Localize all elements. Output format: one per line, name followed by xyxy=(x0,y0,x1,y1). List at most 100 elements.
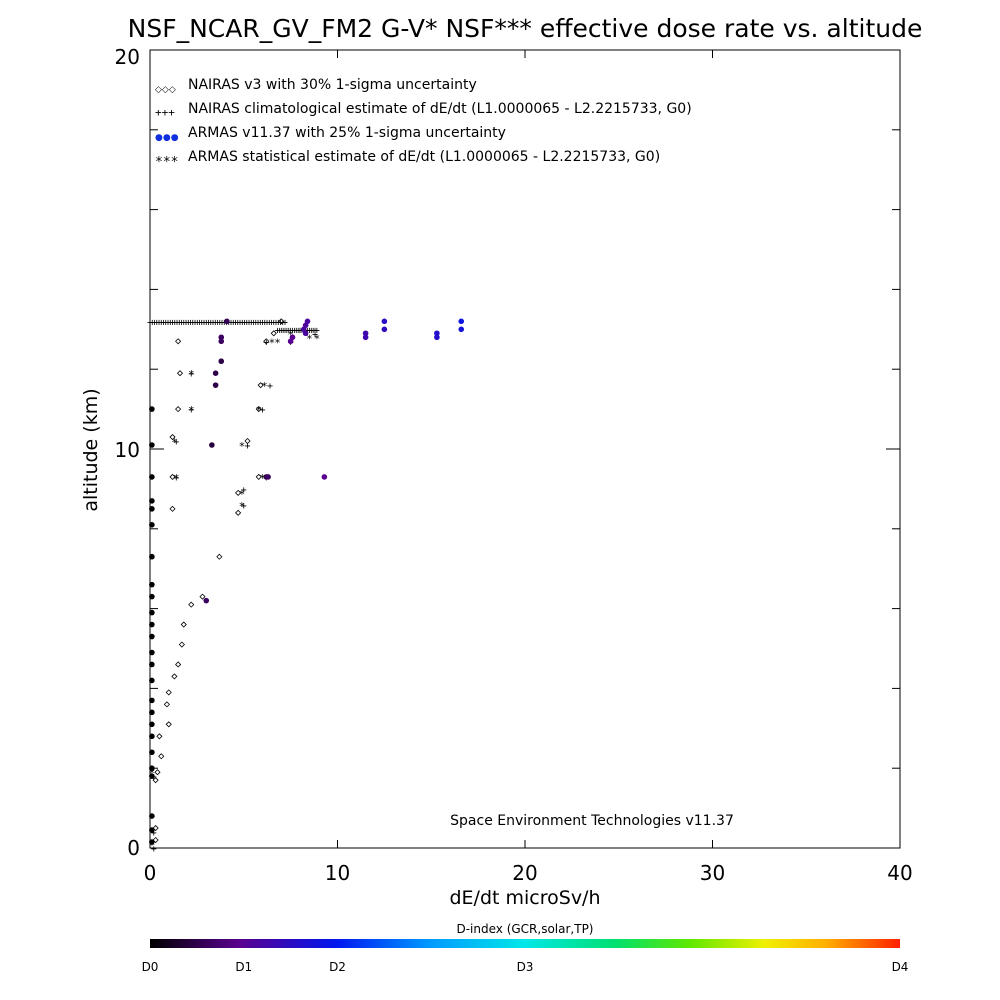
chart-title: NSF_NCAR_GV_FM2 G-V* NSF*** effective do… xyxy=(128,14,923,43)
armas-stat-point: * xyxy=(239,440,246,453)
armas-stat-point: * xyxy=(188,404,195,417)
armas-point xyxy=(149,506,155,512)
nairas-v3-point xyxy=(152,836,159,844)
cruise-band-mark: + xyxy=(205,317,211,328)
legend-symbol-armas-stat: *** xyxy=(155,155,178,170)
legend-symbol-nairas-clim: +++ xyxy=(155,106,175,119)
armas-point xyxy=(458,318,465,325)
armas-point xyxy=(304,318,311,325)
armas-point xyxy=(149,677,155,684)
cruise-band-mark: + xyxy=(235,317,241,328)
nairas-v3-point xyxy=(178,641,185,648)
cruise-band-mark: + xyxy=(194,317,200,328)
armas-stat-point: * xyxy=(306,332,313,345)
armas-point xyxy=(149,609,155,616)
legend: ◇◇◇ NAIRAS v3 with 30% 1-sigma uncertain… xyxy=(155,77,692,170)
nairas-clim-point: + xyxy=(241,501,247,512)
cruise-band-mark: + xyxy=(268,317,274,328)
armas-point xyxy=(203,597,210,604)
armas-point xyxy=(209,442,215,448)
cruise-band-mark: + xyxy=(241,317,247,328)
armas-stat-point: * xyxy=(261,380,268,393)
y-tick-label-0: 0 xyxy=(127,836,140,860)
armas-stat-point: * xyxy=(149,767,156,780)
x-tick-label-40: 40 xyxy=(887,861,912,885)
colorbar-label-d2: D2 xyxy=(329,960,346,974)
y-tick-label-10: 10 xyxy=(115,438,140,462)
colorbar xyxy=(150,939,900,948)
cruise-band-mark: + xyxy=(271,317,277,328)
armas-stat-point: * xyxy=(314,332,321,345)
cruise-band-mark: + xyxy=(293,325,299,336)
cruise-band-mark: + xyxy=(289,325,295,336)
cruise-band-mark: + xyxy=(201,317,207,328)
cruise-band-mark: + xyxy=(158,317,164,328)
cruise-band-mark: + xyxy=(169,317,175,328)
cruise-band-mark: + xyxy=(230,317,236,328)
cruise-band-mark: + xyxy=(288,325,294,336)
colorbar-title: D-index (GCR,solar,TP) xyxy=(456,922,593,936)
nairas-clim-point: + xyxy=(244,441,250,452)
cruise-band-mark: + xyxy=(214,317,220,328)
armas-point xyxy=(149,633,155,640)
legend-label-armas-stat: ARMAS statistical estimate of dE/dt (L1.… xyxy=(188,149,660,165)
cruise-band-mark: + xyxy=(217,317,223,328)
nairas-v3-point xyxy=(235,509,242,516)
cruise-band-mark: + xyxy=(221,317,227,328)
axis-ticks xyxy=(149,49,901,849)
nairas-v3-point xyxy=(156,733,163,740)
colorbar-label-d3: D3 xyxy=(517,960,534,974)
nairas-v3-point xyxy=(154,769,161,776)
nairas-v3-point xyxy=(257,382,264,389)
cruise-band-mark: + xyxy=(208,317,214,328)
armas-point xyxy=(381,326,388,333)
cruise-band-mark: + xyxy=(212,317,218,328)
armas-point xyxy=(224,318,230,325)
nairas-v3-point xyxy=(235,489,242,496)
x-tick-label-20: 20 xyxy=(512,861,537,885)
armas-point xyxy=(218,338,225,345)
cruise-band-mark: + xyxy=(239,317,245,328)
cruise-band-mark: + xyxy=(304,325,310,336)
armas-point xyxy=(289,334,296,341)
nairas-v3-point xyxy=(278,318,285,325)
plot-frame xyxy=(149,49,901,849)
cruise-band-mark: + xyxy=(262,317,268,328)
nairas-v3-point xyxy=(175,661,182,668)
nairas-clim-point: + xyxy=(267,381,273,392)
armas-point xyxy=(149,749,155,756)
x-tick-label-30: 30 xyxy=(700,861,725,885)
nairas-v3-point xyxy=(176,370,184,377)
cruise-band-mark: + xyxy=(228,317,234,328)
cruise-band-mark: + xyxy=(167,317,173,328)
cruise-band-mark: + xyxy=(147,317,153,328)
cruise-band-mark: + xyxy=(187,317,193,328)
armas-point xyxy=(381,318,388,325)
cruise-band-mark: + xyxy=(308,325,314,336)
nairas-clim-point: + xyxy=(259,405,265,416)
nairas-v3-point xyxy=(171,673,178,680)
cruise-band-mark: + xyxy=(190,317,196,328)
cruise-band-mark: + xyxy=(306,325,312,336)
colorbar-label-d0: D0 xyxy=(142,960,159,974)
cruise-band-mark: + xyxy=(151,317,157,328)
legend-label-armas: ARMAS v11.37 with 25% 1-sigma uncertaint… xyxy=(188,125,506,141)
cruise-band-mark: + xyxy=(199,317,205,328)
cruise-band-mark: + xyxy=(259,317,265,328)
cruise-band-mark: + xyxy=(203,317,209,328)
x-axis-label: dE/dt microSv/h xyxy=(449,887,600,909)
armas-stat-point: * xyxy=(239,488,246,501)
cruise-band-mark: + xyxy=(172,317,178,328)
cruise-band-mark: + xyxy=(297,325,303,336)
cruise-band-mark: + xyxy=(253,317,259,328)
nairas-v3-point xyxy=(188,601,195,608)
legend-symbol-nairas-v3: ◇◇◇ xyxy=(155,85,176,95)
armas-point xyxy=(149,553,155,560)
armas-point xyxy=(362,330,369,337)
armas-point xyxy=(434,330,440,337)
nairas-v3-point xyxy=(255,406,262,413)
cruise-band-mark: + xyxy=(286,325,292,336)
nairas-v3-point xyxy=(244,437,251,445)
legend-label-nairas-clim: NAIRAS climatological estimate of dE/dt … xyxy=(188,101,692,117)
nairas-clim-point: + xyxy=(312,329,318,340)
